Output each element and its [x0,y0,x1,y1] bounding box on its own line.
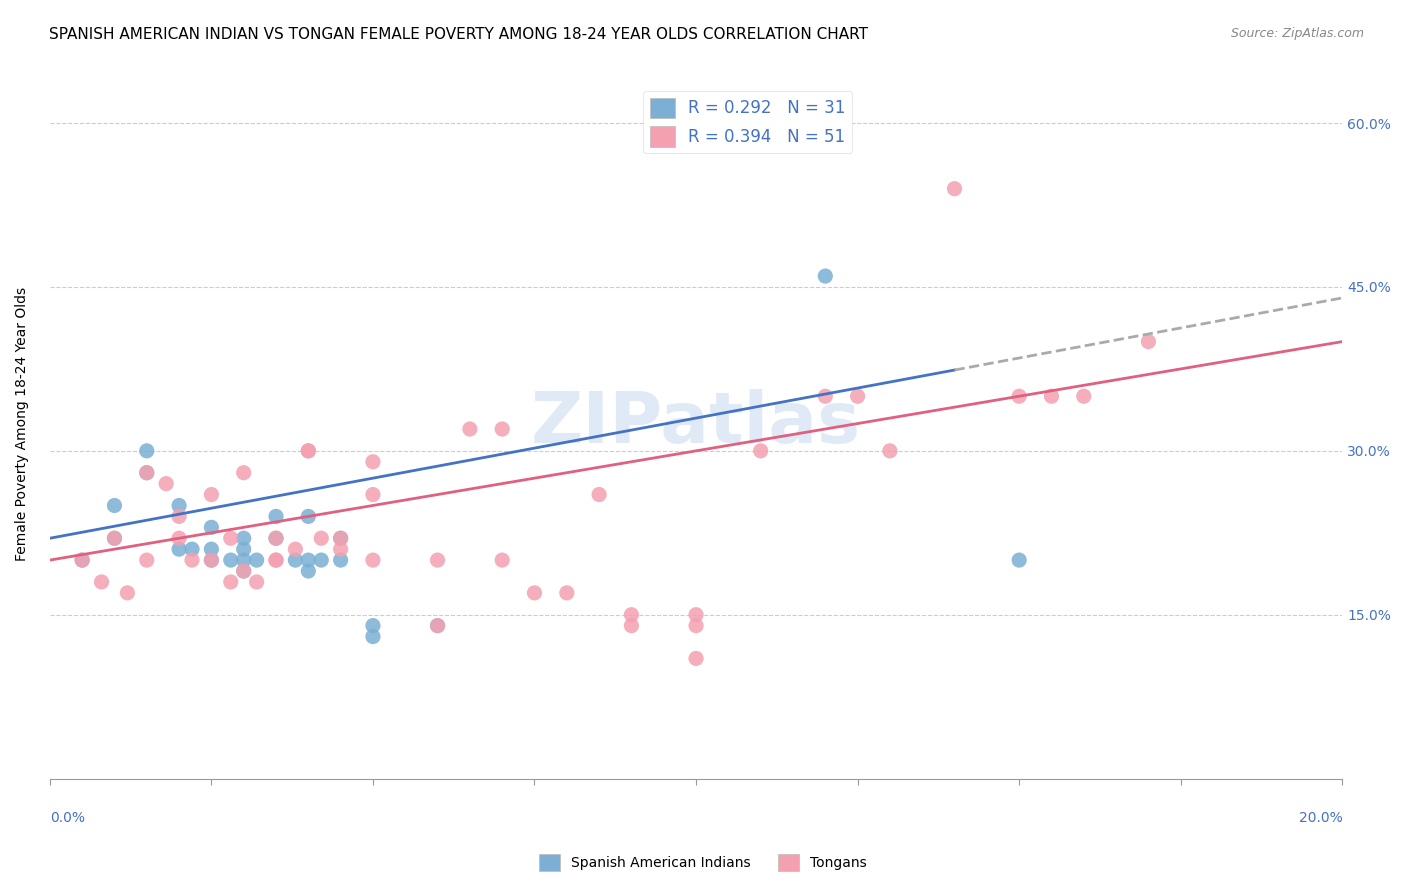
Point [297,553,319,567]
Point [685,607,707,622]
Legend: Spanish American Indians, Tongans: Spanish American Indians, Tongans [533,848,873,876]
Point [329,553,352,567]
Point [219,574,242,589]
Point [200,520,222,534]
Y-axis label: Female Poverty Among 18-24 Year Olds: Female Poverty Among 18-24 Year Olds [15,286,30,560]
Point [361,455,384,469]
Point [135,466,157,480]
Text: SPANISH AMERICAN INDIAN VS TONGAN FEMALE POVERTY AMONG 18-24 YEAR OLDS CORRELATI: SPANISH AMERICAN INDIAN VS TONGAN FEMALE… [49,27,869,42]
Text: 20.0%: 20.0% [1299,811,1343,824]
Point [555,586,578,600]
Point [1137,334,1160,349]
Point [361,553,384,567]
Point [103,531,125,545]
Point [361,487,384,501]
Point [329,542,352,557]
Point [219,553,242,567]
Point [1073,389,1095,403]
Point [200,487,222,501]
Point [329,531,352,545]
Point [135,553,157,567]
Point [103,499,125,513]
Text: 0.0%: 0.0% [49,811,84,824]
Point [620,618,643,632]
Point [232,564,254,578]
Point [264,531,287,545]
Point [523,586,546,600]
Point [749,443,772,458]
Point [232,553,254,567]
Point [361,630,384,644]
Point [70,553,93,567]
Point [246,553,269,567]
Point [297,509,319,524]
Point [155,476,177,491]
Point [167,531,190,545]
Text: Source: ZipAtlas.com: Source: ZipAtlas.com [1230,27,1364,40]
Point [181,553,204,567]
Point [284,542,307,557]
Point [297,564,319,578]
Point [846,389,869,403]
Point [588,487,610,501]
Point [879,443,901,458]
Point [943,182,966,196]
Point [200,553,222,567]
Point [620,607,643,622]
Point [1040,389,1063,403]
Point [135,443,157,458]
Point [284,553,307,567]
Point [685,651,707,665]
Point [814,389,837,403]
Point [232,542,254,557]
Point [297,443,319,458]
Point [491,553,513,567]
Legend: R = 0.292   N = 31, R = 0.394   N = 51: R = 0.292 N = 31, R = 0.394 N = 51 [643,91,852,153]
Point [181,542,204,557]
Point [103,531,125,545]
Point [135,466,157,480]
Point [458,422,481,436]
Point [426,618,449,632]
Point [70,553,93,567]
Point [246,574,269,589]
Point [167,509,190,524]
Point [426,553,449,567]
Point [264,531,287,545]
Point [117,586,139,600]
Point [232,564,254,578]
Point [200,542,222,557]
Point [264,553,287,567]
Point [232,466,254,480]
Point [167,499,190,513]
Point [814,268,837,283]
Point [297,443,319,458]
Point [361,618,384,632]
Point [232,531,254,545]
Point [219,531,242,545]
Point [1008,553,1031,567]
Point [309,531,332,545]
Point [90,574,112,589]
Point [491,422,513,436]
Point [329,531,352,545]
Text: ZIPatlas: ZIPatlas [531,389,860,458]
Point [309,553,332,567]
Point [426,618,449,632]
Point [167,542,190,557]
Point [264,553,287,567]
Point [685,618,707,632]
Point [1008,389,1031,403]
Point [200,553,222,567]
Point [264,509,287,524]
